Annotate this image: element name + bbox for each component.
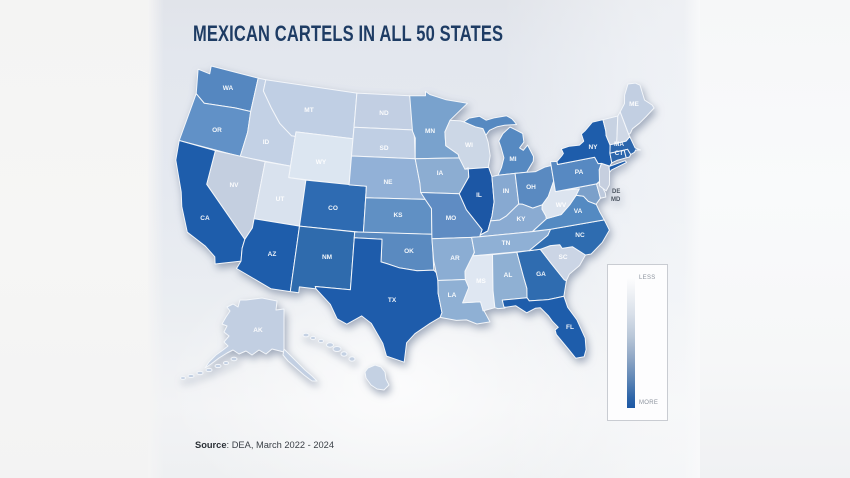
svg-text:MT: MT [304, 107, 313, 114]
svg-text:IL: IL [476, 192, 482, 199]
svg-text:CA: CA [200, 215, 210, 222]
svg-text:DE: DE [612, 189, 620, 195]
svg-text:PA: PA [575, 169, 584, 176]
svg-text:NC: NC [575, 232, 585, 239]
svg-text:MA: MA [614, 141, 624, 148]
svg-text:MD: MD [611, 197, 621, 203]
svg-text:NM: NM [322, 254, 332, 261]
svg-text:AK: AK [253, 327, 263, 334]
svg-text:FL: FL [566, 324, 574, 331]
svg-text:OH: OH [526, 184, 536, 191]
svg-text:AR: AR [450, 255, 460, 262]
svg-text:VA: VA [574, 208, 583, 215]
svg-text:SC: SC [558, 254, 567, 261]
svg-text:OR: OR [212, 127, 222, 134]
svg-text:MO: MO [446, 215, 456, 222]
svg-text:MI: MI [509, 156, 516, 163]
svg-text:OK: OK [404, 248, 414, 255]
svg-text:IN: IN [503, 188, 510, 195]
svg-text:GA: GA [536, 271, 546, 278]
svg-text:WV: WV [556, 202, 567, 209]
svg-text:NE: NE [383, 179, 393, 186]
svg-text:UT: UT [276, 196, 285, 203]
svg-text:WA: WA [223, 85, 234, 92]
svg-text:WY: WY [316, 159, 327, 166]
svg-text:MN: MN [425, 128, 435, 135]
svg-text:ND: ND [379, 110, 389, 117]
svg-text:ME: ME [629, 101, 639, 108]
svg-text:NY: NY [588, 144, 598, 151]
svg-text:LA: LA [448, 292, 457, 299]
svg-text:NV: NV [229, 182, 239, 189]
svg-text:KY: KY [516, 216, 526, 223]
svg-text:KS: KS [393, 212, 403, 219]
svg-text:TN: TN [502, 240, 511, 247]
svg-text:ID: ID [263, 139, 270, 146]
svg-text:AZ: AZ [268, 251, 277, 258]
svg-text:TX: TX [388, 297, 397, 304]
svg-text:CT: CT [615, 150, 624, 157]
svg-text:MS: MS [476, 278, 486, 285]
svg-text:SD: SD [379, 145, 388, 152]
svg-text:IA: IA [437, 170, 444, 177]
svg-text:AL: AL [504, 272, 513, 279]
svg-text:CO: CO [328, 205, 338, 212]
svg-text:WI: WI [465, 142, 473, 149]
